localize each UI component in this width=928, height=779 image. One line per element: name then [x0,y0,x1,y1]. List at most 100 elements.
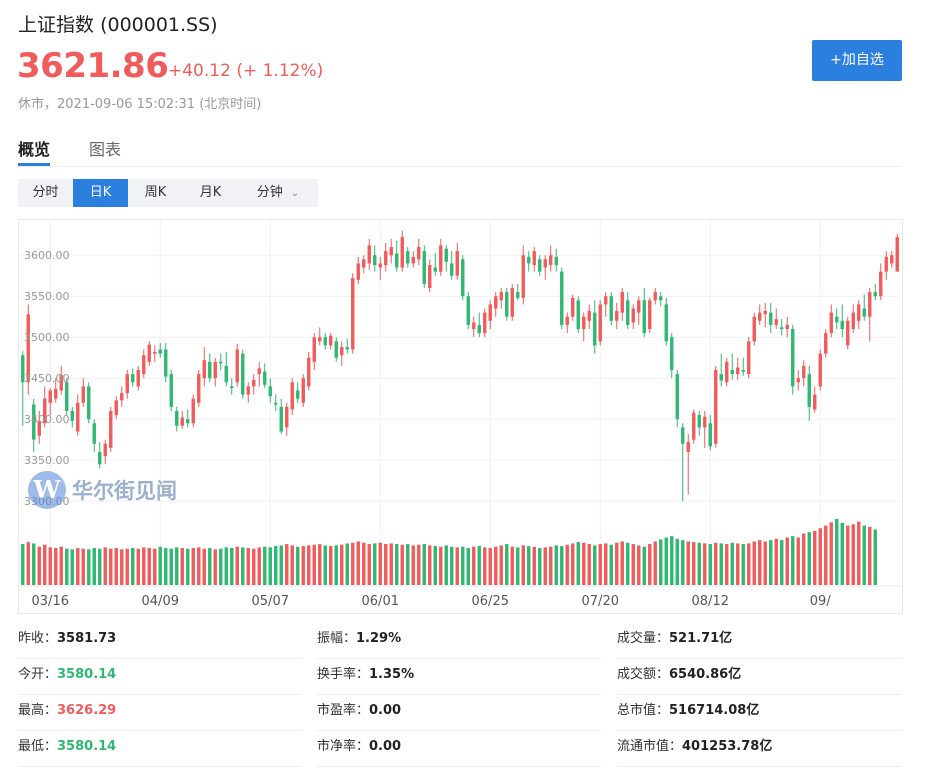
candle-body [807,374,811,407]
candle-body [175,410,179,426]
volume-bar [582,542,586,585]
tab-overview[interactable]: 概览 [18,136,51,166]
candle-body [334,341,338,358]
volume-bar [840,522,844,585]
candle-body [180,417,184,426]
volume-bar [235,546,239,585]
candle-body [818,353,822,387]
candle-body [37,420,41,436]
candle-body [576,300,580,330]
candle-body [494,296,498,309]
stat-item: 成交额：6540.86亿 [617,658,901,695]
candle-body [483,312,487,334]
volume-bar [499,545,503,585]
candle-body [840,320,844,330]
volume-bar [472,546,476,585]
candle-body [604,296,608,305]
period-weekly[interactable]: 周K [144,185,167,200]
stat-item: 最低：3580.14 [18,730,302,767]
candle-body [532,251,536,266]
candle-body [791,329,795,387]
volume-bar [681,540,685,585]
candle-body [620,292,624,313]
y-tick-label: 3350.00 [24,454,70,467]
volume-bar [351,542,355,585]
candle-body [186,419,190,424]
volume-bar [296,546,300,585]
candle-body [516,292,520,298]
candle-body [153,351,157,354]
volume-bar [312,544,316,585]
volume-bar [131,548,135,585]
volume-bar [697,542,701,585]
volume-bar [554,545,558,585]
candle-body [114,400,118,416]
stat-item: 市净率：0.00 [317,730,601,767]
volume-bar [169,548,173,585]
candle-body [444,248,448,262]
stat-label: 市盈率： [317,703,370,718]
candle-body [98,451,102,465]
volume-bar [488,548,492,585]
y-tick-label: 3400.00 [24,413,70,426]
candle-body [290,382,294,410]
volume-bar [560,546,564,585]
volume-bar [730,542,734,585]
volume-bar [367,544,371,585]
candle-body [70,410,74,421]
volume-bar [406,544,410,585]
volume-bar [846,525,850,585]
current-price: 3621.86 [17,46,169,86]
stat-item: 成交量：521.71亿 [617,622,901,659]
candle-body [65,382,69,411]
candle-body [356,263,360,280]
candle-body [708,423,712,447]
candle-body [103,443,107,457]
volume-bar [384,544,388,585]
candle-body [76,402,80,432]
stat-label: 流通市值： [617,739,683,754]
candle-body [318,337,322,342]
candle-body [136,370,140,387]
y-tick-label: 3500.00 [24,331,70,344]
candle-body [59,374,63,391]
period-minute-dropdown[interactable]: 分钟 ⌄ [238,179,318,207]
candle-body [257,368,261,375]
tab-charts[interactable]: 图表 [89,140,122,159]
candle-body [774,319,778,325]
volume-bar [455,547,459,585]
period-monthly[interactable]: 月K [199,185,222,200]
period-minute-label: 分钟 [256,185,283,200]
volume-bar [395,544,399,585]
candle-body [378,263,382,268]
x-tick-label: 04/09 [142,594,179,609]
candle-body [219,361,223,364]
stat-item: 换手率：1.35% [317,658,601,695]
stat-label: 今开： [18,667,58,682]
volume-bar [615,542,619,585]
candle-body [191,398,195,424]
stat-label: 昨收： [18,631,58,646]
candle-body [279,406,283,432]
stats-table: 昨收：3581.73 振幅：1.29% 成交量：521.71亿 今开：3580.14 换… [18,622,903,772]
volume-bar [54,548,58,585]
volume-bar [417,544,421,585]
volume-bar [208,548,212,585]
volume-bar [268,547,272,585]
period-daily[interactable]: 日K [73,179,128,207]
volume-bar [109,548,113,585]
candle-body [26,314,30,383]
volume-bar [373,543,377,585]
candle-body [598,304,602,342]
volume-bar [483,547,487,585]
volume-bar [329,546,333,585]
volume-bar [186,548,190,585]
volume-bar [290,545,294,585]
candle-body [329,335,333,346]
add-to-watchlist-button[interactable]: +加自选 [812,40,902,81]
period-intraday[interactable]: 分时 [32,185,59,200]
x-tick-label: 05/07 [252,594,289,609]
volume-bar [670,536,674,585]
volume-bar [862,525,866,585]
kline-chart[interactable]: 3600.00 3550.00 3500.00 3450.00 3400.00 3350.… [18,219,903,614]
